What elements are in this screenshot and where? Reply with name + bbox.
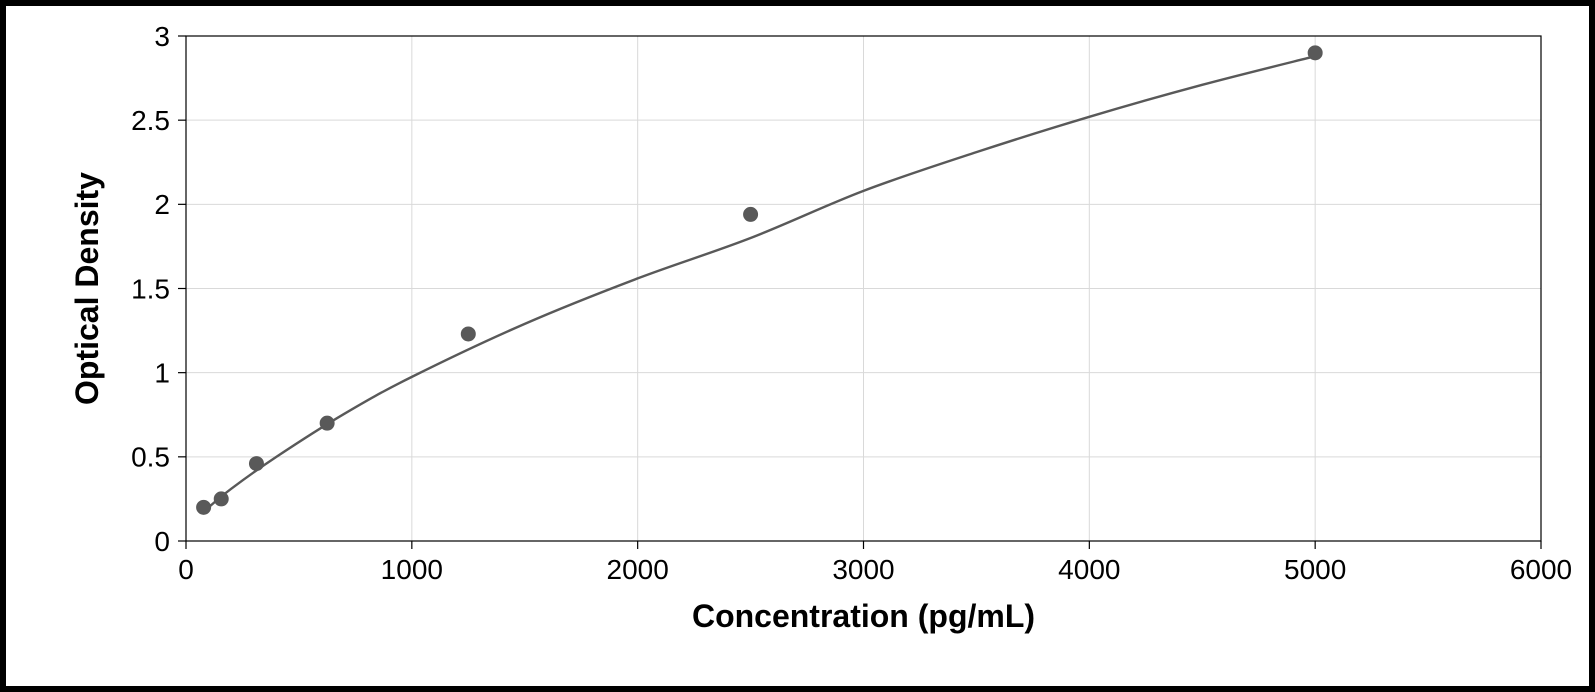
- x-tick-label: 3000: [832, 554, 894, 585]
- y-tick-label: 1.5: [131, 273, 170, 304]
- x-tick-label: 4000: [1058, 554, 1120, 585]
- x-tick-label: 5000: [1284, 554, 1346, 585]
- x-tick-label: 2000: [607, 554, 669, 585]
- y-tick-label: 0: [154, 526, 170, 557]
- data-point: [744, 207, 758, 221]
- data-point: [197, 500, 211, 514]
- x-tick-label: 1000: [381, 554, 443, 585]
- data-point: [1308, 46, 1322, 60]
- y-tick-label: 0.5: [131, 442, 170, 473]
- y-tick-label: 3: [154, 21, 170, 52]
- chart-svg: 0 1000 2000 3000 4000 5000 6000 0 0.5 1 1.5 2 2.5 3 Co…: [6, 6, 1589, 686]
- chart-container: 0 1000 2000 3000 4000 5000 6000 0 0.5 1 1.5 2 2.5 3 Co…: [6, 6, 1589, 686]
- x-axis-title: Concentration (pg/mL): [692, 598, 1035, 634]
- data-point: [461, 327, 475, 341]
- x-tick-label: 0: [178, 554, 194, 585]
- y-tick-label: 2: [154, 189, 170, 220]
- x-tick-label: 6000: [1510, 554, 1572, 585]
- y-tick-label: 2.5: [131, 105, 170, 136]
- y-axis-title: Optical Density: [69, 172, 105, 405]
- chart-frame: 0 1000 2000 3000 4000 5000 6000 0 0.5 1 1.5 2 2.5 3 Co…: [0, 0, 1595, 692]
- data-point: [320, 416, 334, 430]
- y-tick-label: 1: [154, 357, 170, 388]
- data-point: [249, 457, 263, 471]
- data-point: [214, 492, 228, 506]
